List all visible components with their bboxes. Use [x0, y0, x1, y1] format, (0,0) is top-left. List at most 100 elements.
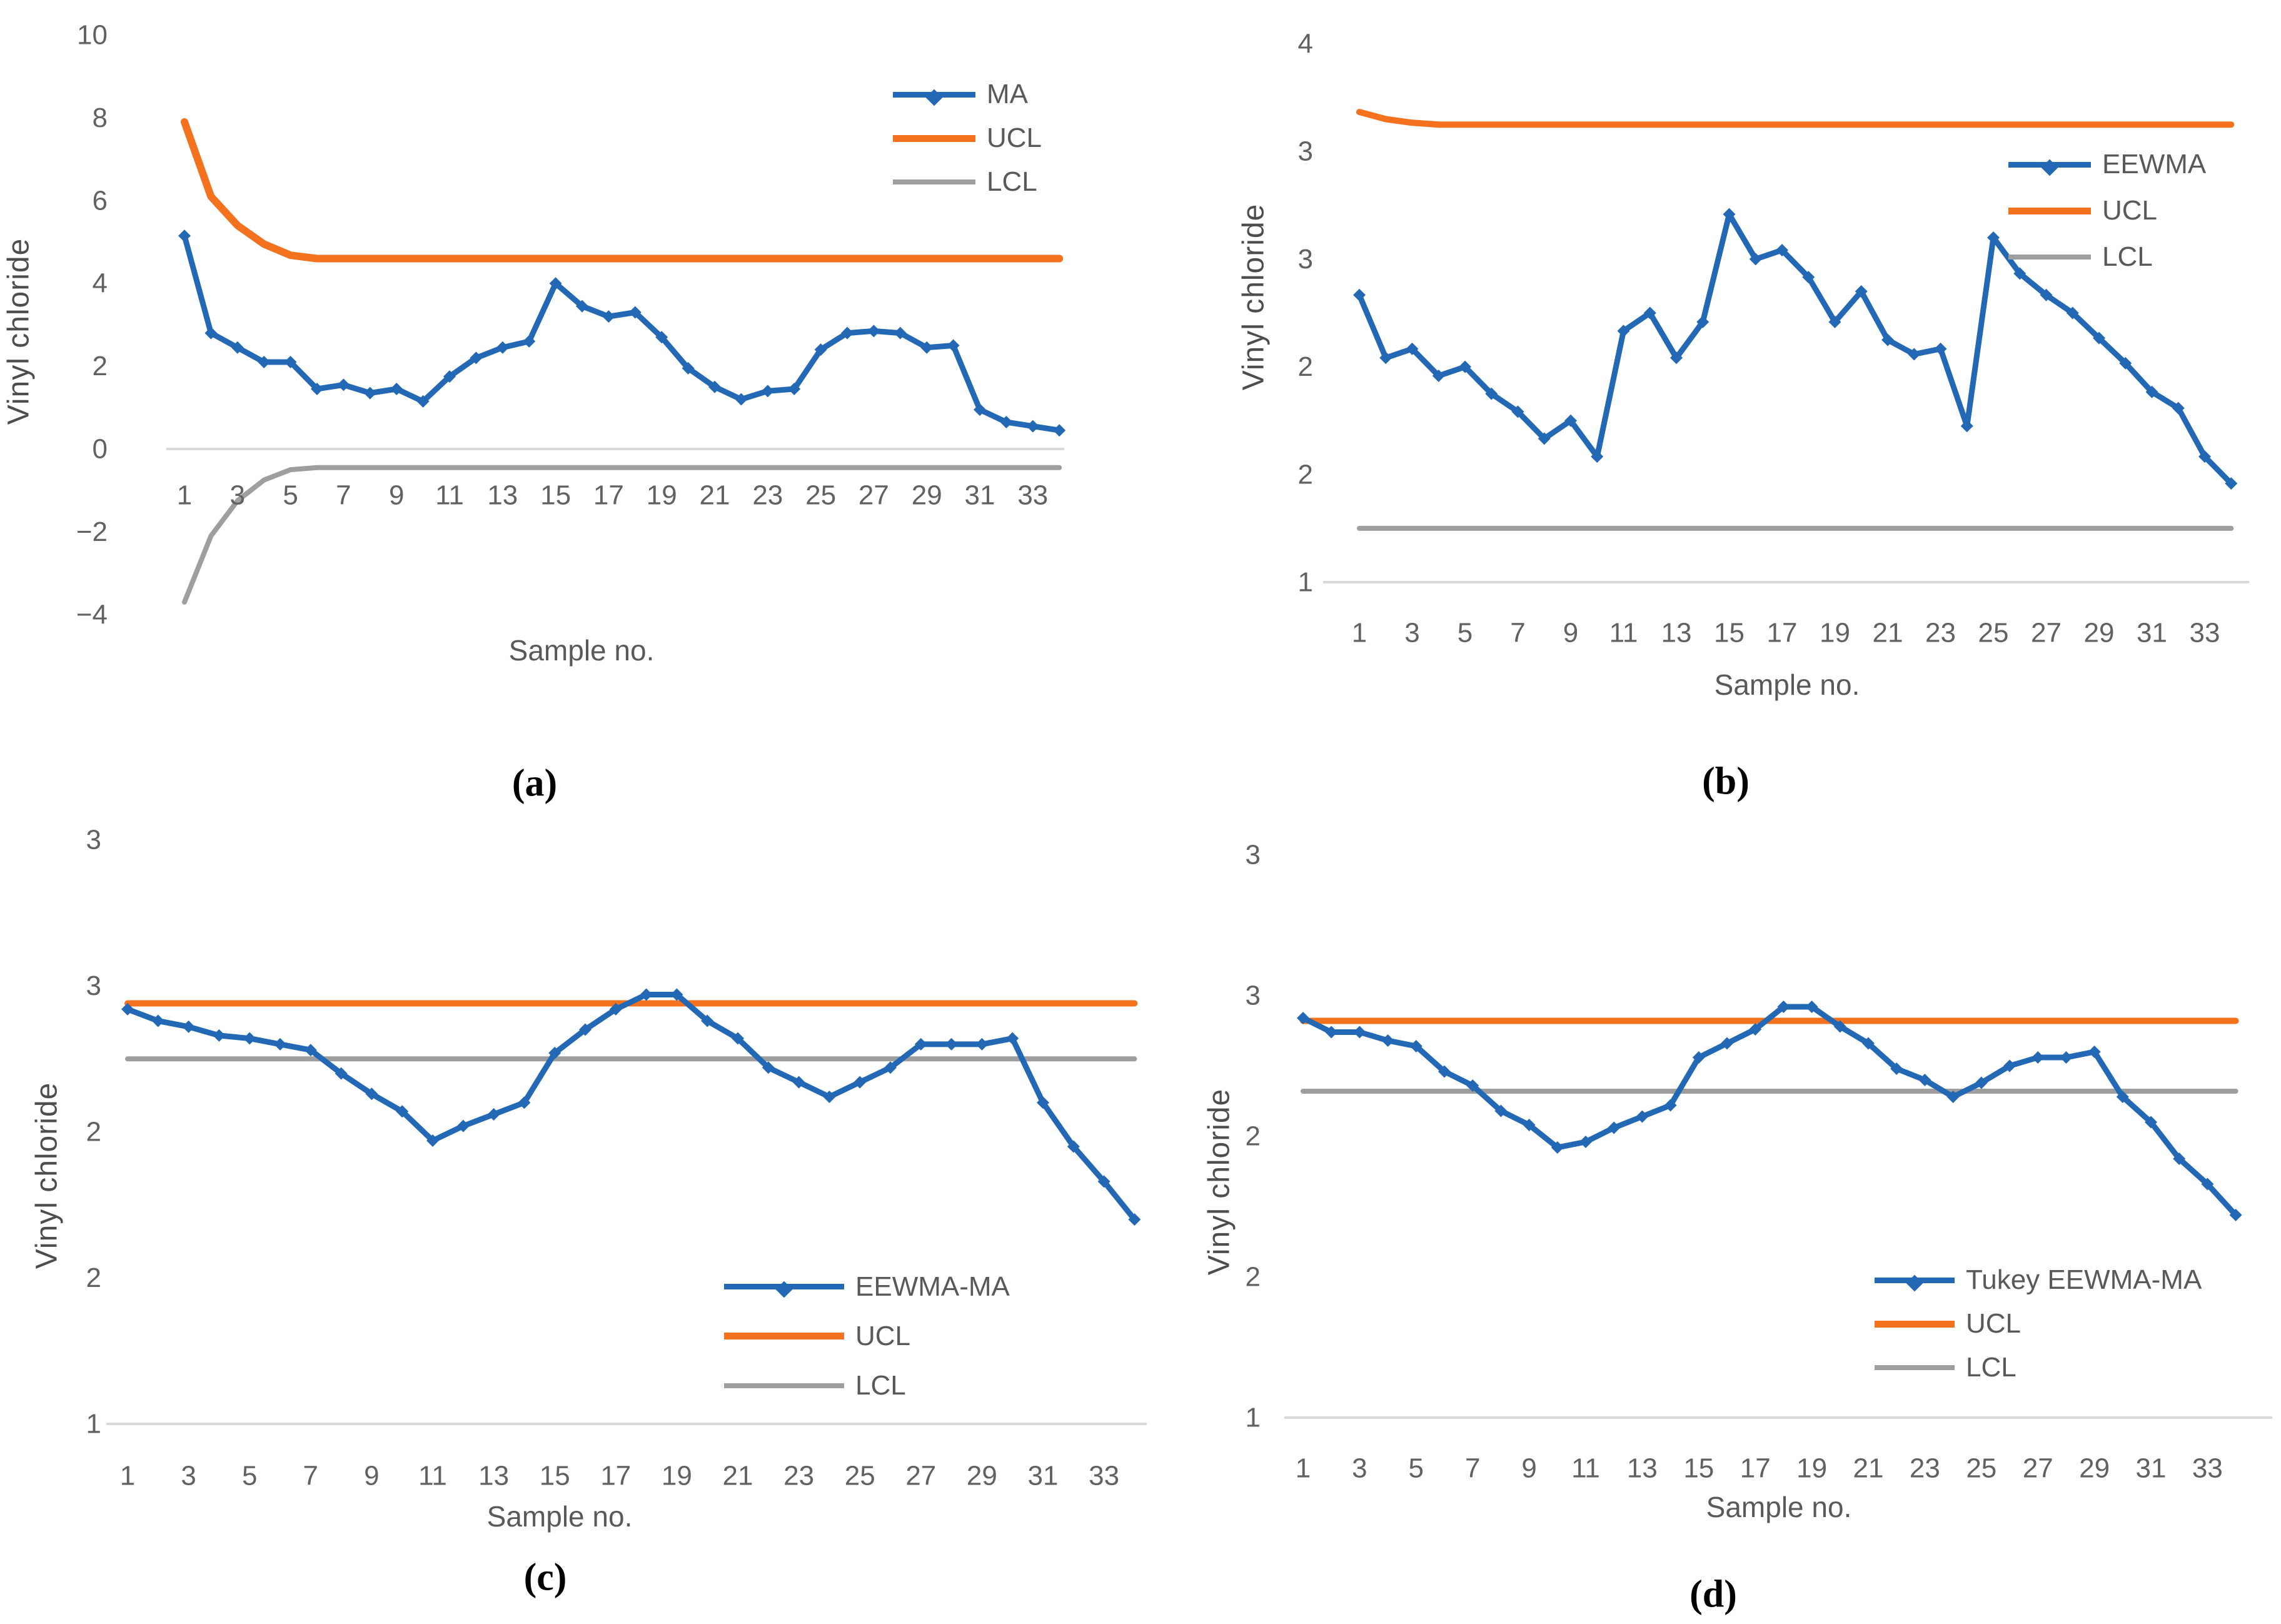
data-point-marker — [735, 393, 748, 406]
data-point-marker — [1459, 360, 1471, 373]
x-tick: 29 — [2079, 1453, 2110, 1484]
legend-c: EEWMA-MA UCL LCL — [724, 1262, 1010, 1410]
x-tick: 7 — [1510, 618, 1525, 648]
x-tick: 15 — [540, 1461, 570, 1491]
data-point-marker — [1802, 271, 1815, 284]
data-point-marker — [1617, 325, 1630, 338]
data-point-marker — [1432, 369, 1445, 382]
tukey-eewma-ma-line — [1300, 1004, 2239, 1218]
data-point-marker — [365, 1087, 378, 1101]
x-tick: 9 — [1563, 618, 1578, 648]
data-point-marker — [2040, 288, 2053, 301]
x-tick: 11 — [435, 480, 464, 511]
legend-label: UCL — [987, 123, 1042, 153]
data-point-marker — [1643, 306, 1656, 320]
data-point-marker — [1485, 387, 1498, 400]
legend-item-lcl: LCL — [1875, 1346, 2202, 1389]
diamond-marker-icon — [2041, 159, 2058, 176]
legend-d: Tukey EEWMA-MA UCL LCL — [1875, 1258, 2202, 1389]
data-point-marker — [975, 1037, 989, 1051]
x-tick: 13 — [478, 1461, 509, 1491]
data-point-marker — [945, 1037, 958, 1051]
x-tick: 15 — [540, 480, 571, 511]
data-point-marker — [1409, 1040, 1422, 1052]
data-point-marker — [867, 325, 880, 338]
tukey-line-swatch — [1875, 1274, 1955, 1291]
data-point-marker — [1777, 1001, 1790, 1013]
data-point-marker — [1776, 244, 1788, 257]
data-point-marker — [311, 383, 323, 396]
legend-label: EEWMA — [2102, 149, 2207, 179]
data-point-marker — [182, 1020, 195, 1033]
data-point-marker — [2229, 1209, 2242, 1221]
data-point-marker — [337, 378, 350, 391]
legend-item-lcl: LCL — [893, 160, 1042, 204]
x-tick: 3 — [230, 480, 245, 511]
data-point-marker — [1908, 348, 1921, 361]
data-point-marker — [1494, 1104, 1508, 1117]
x-tick: 19 — [1796, 1453, 1827, 1484]
data-point-marker — [1855, 285, 1868, 298]
ucl-line-swatch — [724, 1333, 844, 1339]
ucl-line-swatch — [1875, 1320, 1955, 1328]
data-point-marker — [1828, 315, 1841, 328]
data-point-marker — [1591, 450, 1604, 463]
x-tick: 31 — [965, 480, 995, 511]
data-point-marker — [576, 300, 588, 313]
ucl-line-swatch — [2008, 207, 2091, 214]
x-tick: 19 — [1820, 618, 1850, 648]
y-tick: 2 — [1246, 1121, 1261, 1152]
data-point-marker — [914, 1037, 927, 1051]
x-tick: 17 — [1767, 618, 1798, 648]
data-point-marker — [243, 1032, 256, 1045]
legend-item-ucl: UCL — [724, 1311, 1010, 1361]
legend-label: MA — [987, 79, 1028, 109]
data-point-marker — [1037, 1096, 1049, 1109]
x-tick-labels: 1 3 5 7 9 11 13 15 17 19 21 23 25 27 29 31 33 — [1296, 1453, 2223, 1484]
x-tick: 27 — [859, 480, 889, 511]
data-point-marker — [1636, 1110, 1649, 1123]
y-tick: 3 — [86, 971, 101, 1001]
data-point-marker — [204, 326, 218, 340]
y-tick: 3 — [1298, 136, 1313, 167]
data-point-marker — [2003, 1059, 2016, 1072]
x-axis-title-d: Sample no. — [1706, 1491, 1852, 1523]
data-point-marker — [456, 1119, 470, 1132]
y-tick: 2 — [86, 1263, 101, 1293]
y-tick: 2 — [93, 351, 108, 381]
data-point-marker — [823, 1090, 836, 1103]
data-point-marker — [1862, 1037, 1875, 1050]
data-point-marker — [1053, 424, 1066, 437]
data-point-marker — [1579, 1136, 1592, 1148]
legend-item-tukey-eewma-ma: Tukey EEWMA-MA — [1875, 1258, 2202, 1302]
x-tick: 21 — [723, 1461, 753, 1491]
data-points — [1353, 208, 2238, 490]
data-point-marker — [853, 1076, 867, 1089]
data-point-marker — [548, 1046, 561, 1059]
x-axis-title-b: Sample no. — [1714, 668, 1860, 701]
data-point-marker — [549, 277, 562, 290]
x-tick: 9 — [389, 480, 404, 511]
data-point-marker — [213, 1029, 226, 1042]
legend-label: LCL — [2102, 241, 2153, 272]
x-tick: 7 — [336, 480, 351, 511]
data-point-marker — [1297, 1012, 1309, 1024]
diamond-marker-icon — [925, 89, 943, 106]
x-tick: 33 — [2192, 1453, 2223, 1484]
data-point-marker — [655, 331, 668, 344]
y-tick-labels: 3 3 2 2 1 — [1246, 840, 1261, 1433]
data-point-marker — [2116, 1091, 2129, 1103]
legend-b: EEWMA UCL LCL — [2008, 141, 2206, 280]
data-point-marker — [670, 988, 683, 1001]
data-point-marker — [1406, 342, 1419, 355]
legend-label: EEWMA-MA — [855, 1271, 1010, 1302]
x-tick: 1 — [1352, 618, 1367, 648]
data-point-marker — [920, 341, 934, 354]
data-point-marker — [1438, 1065, 1451, 1078]
data-point-marker — [426, 1134, 439, 1147]
legend-item-eewma-ma: EEWMA-MA — [724, 1262, 1010, 1311]
